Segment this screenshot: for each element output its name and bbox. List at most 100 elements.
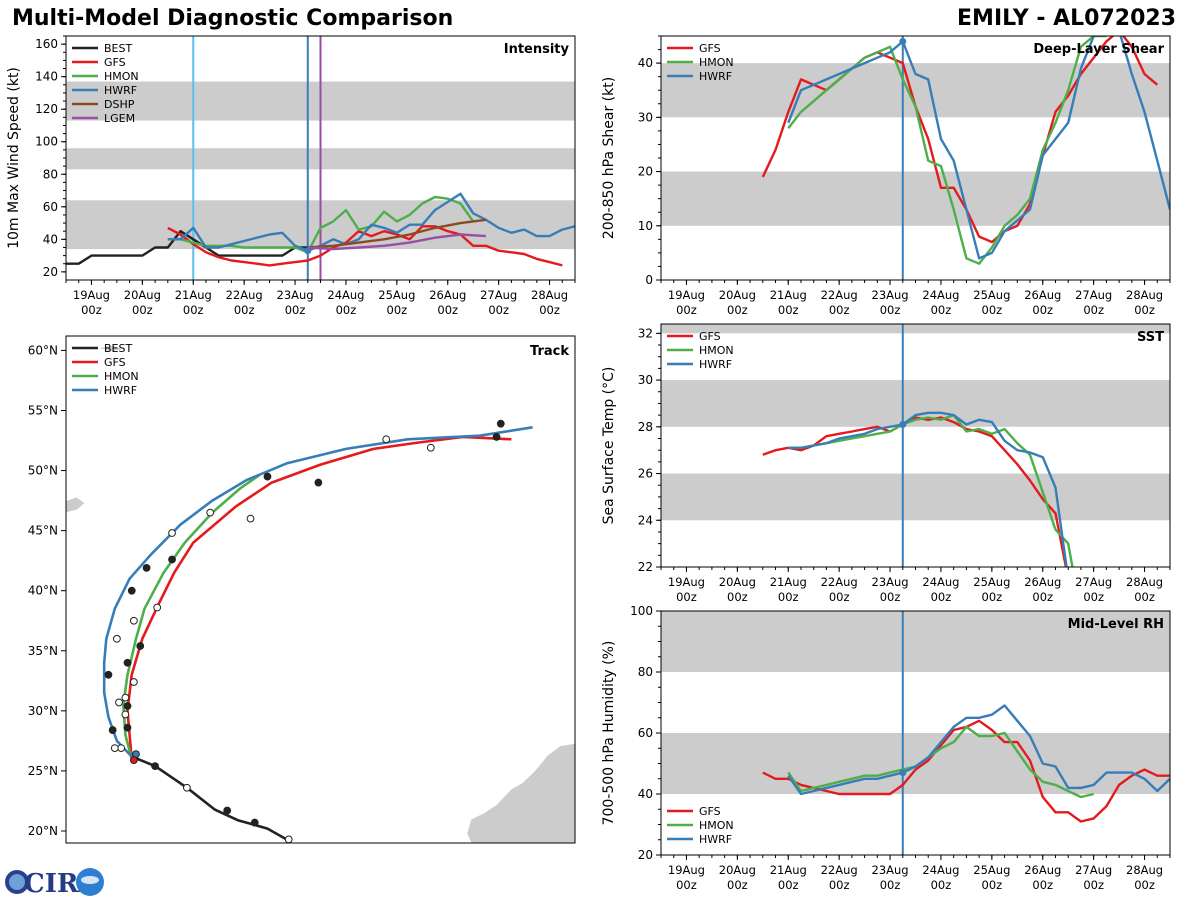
track-marker <box>104 670 113 679</box>
track-marker <box>168 555 176 564</box>
rh-xtick-label: 19Aug <box>668 863 705 877</box>
shear-xtick-label: 00z <box>829 303 850 317</box>
rh-xtick-label: 00z <box>1083 878 1104 892</box>
rh-xtick-label: 00z <box>1134 878 1155 892</box>
track-marker <box>426 443 435 452</box>
intensity-ytick-label: 80 <box>43 167 58 181</box>
intensity-xtick-label: 00z <box>183 303 204 317</box>
track-marker <box>110 744 119 752</box>
rh-xtick-label: 00z <box>1032 878 1053 892</box>
intensity-series-best <box>66 229 308 265</box>
intensity-xtick-label: 21Aug <box>175 288 212 302</box>
rh-xtick-label: 00z <box>931 878 952 892</box>
track-marker <box>492 433 501 441</box>
intensity-legend-label-lgem: LGEM <box>104 112 135 125</box>
sst-xtick-label: 00z <box>676 590 697 604</box>
rh-series-hwrf <box>787 704 1170 796</box>
sst-xtick-label: 20Aug <box>719 575 756 589</box>
shear-band-0 <box>661 171 1170 226</box>
intensity-legend-label-dshp: DSHP <box>104 98 135 111</box>
rh-panel: 2040608010019Aug00z20Aug00z21Aug00z22Aug… <box>601 604 1171 892</box>
track-frame <box>65 335 576 844</box>
shear-series-hmon <box>787 36 1107 265</box>
shear-plot-area <box>661 36 1170 280</box>
rh-plot-area <box>661 611 1170 855</box>
sst-xtick-label: 00z <box>829 590 850 604</box>
intensity-xtick-label: 24Aug <box>327 288 364 302</box>
rh-xtick-label: 00z <box>880 878 901 892</box>
shear-xtick-label: 25Aug <box>973 288 1010 302</box>
track-ytick-label: 20°N <box>28 824 58 838</box>
rh-ytick-label: 100 <box>630 604 653 618</box>
rh-ytick-label: 60 <box>638 726 653 740</box>
intensity-series-lgem <box>307 233 486 251</box>
sst-xtick-label: 00z <box>880 590 901 604</box>
rh-xtick-label: 21Aug <box>770 863 807 877</box>
intensity-series-hmon <box>167 195 475 254</box>
sst-xtick-label: 23Aug <box>872 575 909 589</box>
intensity-xtick-label: 00z <box>285 303 306 317</box>
intensity-xtick-label: 00z <box>539 303 560 317</box>
track-marker <box>314 478 323 487</box>
sst-plot-area <box>661 324 1170 567</box>
rh-xtick-label: 00z <box>727 878 748 892</box>
intensity-ytick-label: 120 <box>35 102 58 116</box>
track-legend-label-hmon: HMON <box>104 370 139 383</box>
globe-highlight <box>9 874 25 890</box>
track-marker <box>123 658 132 667</box>
sst-legend-label-hwrf: HWRF <box>699 358 732 371</box>
shear-ytick-label: 20 <box>638 165 653 179</box>
rh-ylabel: 700-500 hPa Humidity (%) <box>601 641 617 826</box>
sst-ytick-label: 22 <box>638 560 653 574</box>
rh-xtick-label: 22Aug <box>821 863 858 877</box>
shear-ytick-label: 10 <box>638 219 653 233</box>
track-marker <box>115 698 123 707</box>
track-legend-label-gfs: GFS <box>104 356 126 369</box>
rh-series-gfs <box>762 719 1170 823</box>
track-ytick-label: 35°N <box>28 644 58 658</box>
intensity-xtick-label: 00z <box>336 303 357 317</box>
track-marker <box>108 726 117 734</box>
track-marker <box>129 616 138 625</box>
sst-band-0 <box>661 473 1170 521</box>
intensity-ytick-label: 20 <box>43 265 58 279</box>
sst-xtick-label: 00z <box>727 590 748 604</box>
intensity-ylabel: 10m Max Wind Speed (kt) <box>6 67 22 249</box>
shear-legend-label-hwrf: HWRF <box>699 70 732 83</box>
track-series-best <box>131 755 290 842</box>
sst-xtick-label: 00z <box>1032 590 1053 604</box>
rh-legend-label-hwrf: HWRF <box>699 833 732 846</box>
shear-ytick-label: 0 <box>645 273 653 287</box>
intensity-xtick-label: 00z <box>234 303 255 317</box>
sst-band-2 <box>661 324 1170 334</box>
track-marker <box>142 563 151 572</box>
track-panel-label: Track <box>530 344 569 359</box>
shear-xtick-label: 28Aug <box>1126 288 1163 302</box>
intensity-xtick-label: 00z <box>387 303 408 317</box>
sst-xtick-label: 00z <box>1083 590 1104 604</box>
shear-xtick-label: 24Aug <box>922 288 959 302</box>
track-marker <box>246 514 255 523</box>
shear-ylabel: 200-850 hPa Shear (kt) <box>601 77 617 239</box>
intensity-xtick-label: 20Aug <box>124 288 161 302</box>
shear-xtick-label: 00z <box>1032 303 1053 317</box>
storm-title: EMILY - AL072023 <box>957 6 1176 31</box>
track-marker <box>284 835 293 843</box>
cloud-swirl <box>81 876 99 884</box>
intensity-xtick-label: 28Aug <box>531 288 568 302</box>
shear-xtick-label: 00z <box>778 303 799 317</box>
shear-xtick-label: 00z <box>880 303 901 317</box>
track-land-2 <box>97 345 126 353</box>
sst-init-point <box>899 420 907 428</box>
sst-legend-label-hmon: HMON <box>699 344 734 357</box>
track-marker <box>127 586 136 595</box>
shear-xtick-label: 00z <box>982 303 1003 317</box>
track-marker <box>263 472 272 481</box>
intensity-xtick-label: 19Aug <box>73 288 110 302</box>
shear-xtick-label: 27Aug <box>1075 288 1112 302</box>
rh-series-hmon <box>787 725 1094 799</box>
shear-init-point <box>899 37 907 45</box>
intensity-ytick-label: 140 <box>35 70 58 84</box>
rh-xtick-label: 23Aug <box>872 863 909 877</box>
